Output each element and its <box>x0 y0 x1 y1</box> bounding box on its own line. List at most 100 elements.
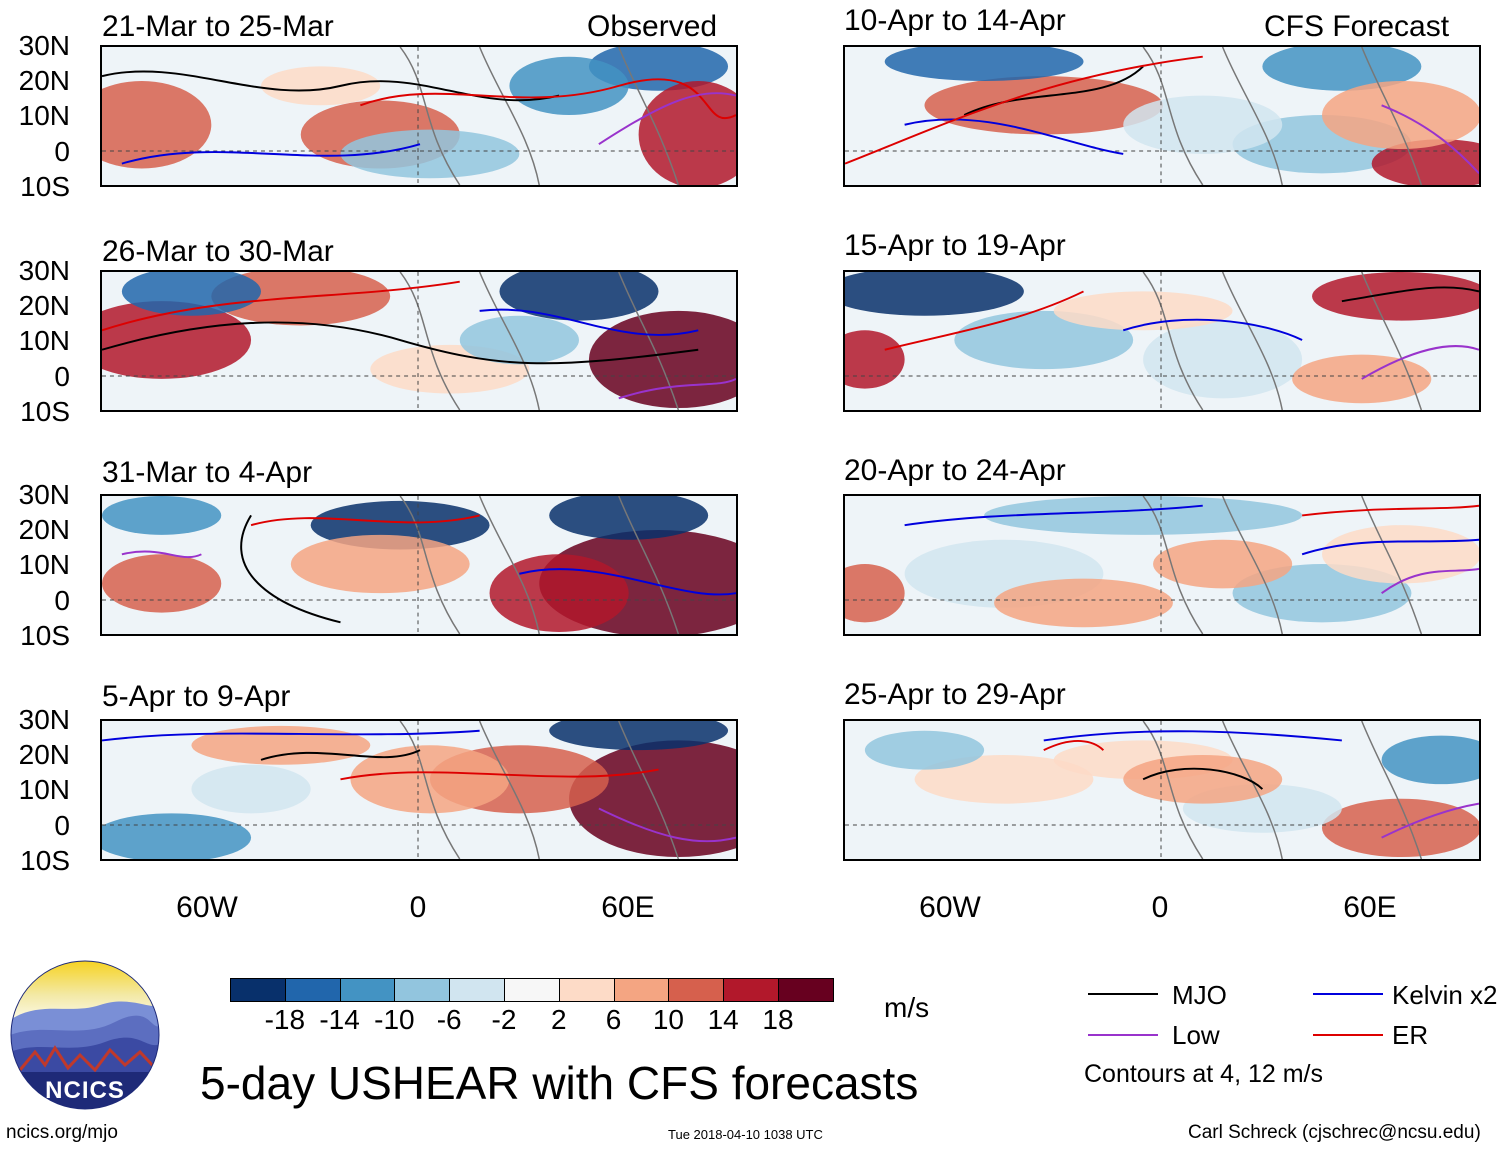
footer-author: Carl Schreck (cjschrec@ncsu.edu) <box>1188 1122 1481 1143</box>
map-panel-left-3 <box>100 494 738 636</box>
filter-contour <box>1381 802 1479 839</box>
coastline <box>1221 721 1283 859</box>
panel-title-left-2: 26-Mar to 30-Mar <box>102 235 334 268</box>
legend-label-kelvin: Kelvin x2 <box>1392 980 1498 1010</box>
legend-label-er: ER <box>1392 1020 1429 1050</box>
legend-label-low: Low <box>1172 1020 1220 1050</box>
filter-contour <box>598 807 736 843</box>
map-field-right-4 <box>845 721 1479 859</box>
colorbar-swatch <box>613 978 670 1002</box>
filter-contour <box>1043 730 1342 742</box>
lat-label-20n: 20N <box>18 290 70 321</box>
filter-contour <box>1301 538 1479 556</box>
legend-contour-note: Contours at 4, 12 m/s <box>1084 1060 1324 1088</box>
colorbar-tick-label: 10 <box>652 1004 684 1035</box>
panel-title-right-2: 15-Apr to 19-Apr <box>844 229 1066 262</box>
colorbar-tick-label: 18 <box>762 1004 794 1035</box>
coastline <box>399 496 461 634</box>
lat-label-10n: 10N <box>18 325 70 356</box>
shear-anomaly-blob <box>884 47 1084 82</box>
map-panel-right-3 <box>843 494 1481 636</box>
filter-contour <box>102 280 460 332</box>
lon-label-60e: 60E <box>601 891 655 924</box>
shear-anomaly-blob <box>1123 95 1283 154</box>
filter-contour <box>1301 504 1479 517</box>
lat-label-30n: 30N <box>18 479 70 510</box>
filter-contour <box>1381 104 1479 174</box>
filter-contour <box>1142 767 1264 790</box>
filter-contour <box>1361 345 1479 380</box>
lon-label-0: 0 <box>409 891 427 924</box>
lon-label-60w: 60W <box>919 891 981 924</box>
lat-label-10s: 10S <box>20 845 70 876</box>
lat-label-30n: 30N <box>18 30 70 61</box>
coastline <box>618 496 680 634</box>
coastline <box>399 47 461 185</box>
shear-anomaly-blob <box>260 66 381 106</box>
coastline <box>618 721 680 859</box>
filter-contour <box>884 290 1084 351</box>
lat-label-20n: 20N <box>18 65 70 96</box>
filter-contour <box>1381 567 1479 594</box>
map-field-right-2 <box>845 272 1479 410</box>
shear-anomaly-blob <box>191 725 371 765</box>
map-field-right-3 <box>845 496 1479 634</box>
lat-label-10n: 10N <box>18 100 70 131</box>
coastline <box>478 496 540 634</box>
shear-anomaly-blob <box>1143 320 1303 399</box>
legend-label-mjo: MJO <box>1172 980 1227 1010</box>
map-panel-right-2 <box>843 270 1481 412</box>
filter-contour <box>519 568 736 596</box>
lat-label-30n: 30N <box>18 255 70 286</box>
panel-title-left-4: 5-Apr to 9-Apr <box>102 680 291 713</box>
filter-contour <box>904 504 1203 527</box>
panel-title-left-3: 31-Mar to 4-Apr <box>102 456 313 489</box>
lat-label-0: 0 <box>54 136 70 167</box>
colorbar-swatch <box>230 978 286 1002</box>
coastline <box>1361 47 1423 185</box>
map-panel-left-1 <box>100 45 738 187</box>
colorbar-swatch <box>504 978 560 1002</box>
coastline <box>1142 47 1204 185</box>
filter-contour <box>1122 318 1303 341</box>
footer-timestamp: Tue 2018-04-10 1038 UTC <box>668 1127 823 1142</box>
shear-anomaly-blob <box>924 76 1163 135</box>
map-panel-right-1 <box>843 45 1481 187</box>
legend-line-low <box>1088 1034 1158 1036</box>
shear-anomaly-blob <box>994 578 1173 628</box>
shear-anomaly-blob <box>569 740 736 858</box>
lon-label-60w: 60W <box>176 891 238 924</box>
shear-anomaly-blob <box>914 755 1094 804</box>
map-field-right-1 <box>845 47 1479 185</box>
shear-anomaly-blob <box>102 554 222 613</box>
filter-contour <box>598 92 736 145</box>
filter-contour <box>963 65 1144 116</box>
shear-anomaly-blob <box>191 764 311 814</box>
panel-title-right-1: 10-Apr to 14-Apr <box>844 4 1066 37</box>
lat-label-10n: 10N <box>18 549 70 580</box>
lat-label-10s: 10S <box>20 620 70 651</box>
colorbar-unit: m/s <box>884 992 930 1023</box>
forecast-label: CFS Forecast <box>1264 10 1450 43</box>
coastline <box>1361 272 1423 410</box>
filter-contour <box>250 514 480 527</box>
coastline <box>1221 47 1283 185</box>
filter-contour <box>121 143 421 165</box>
lat-label-20n: 20N <box>18 739 70 770</box>
colorbar-swatch <box>449 978 505 1002</box>
coastline <box>618 272 680 410</box>
shear-anomaly-blob <box>509 56 629 116</box>
coastline <box>478 47 540 185</box>
shear-anomaly-blob <box>499 272 659 321</box>
map-panel-right-4 <box>843 719 1481 861</box>
shear-anomaly-blob <box>340 129 520 179</box>
colorbar-tick-label: 2 <box>551 1004 567 1035</box>
coastline <box>1142 272 1204 410</box>
colorbar-swatch <box>558 978 615 1002</box>
filter-contour <box>240 514 341 624</box>
shear-anomaly-blob <box>845 330 905 389</box>
map-field-left-4 <box>102 721 736 859</box>
colorbar-swatch <box>668 978 725 1002</box>
panel-title-right-4: 25-Apr to 29-Apr <box>844 678 1066 711</box>
lon-label-0: 0 <box>1151 891 1169 924</box>
